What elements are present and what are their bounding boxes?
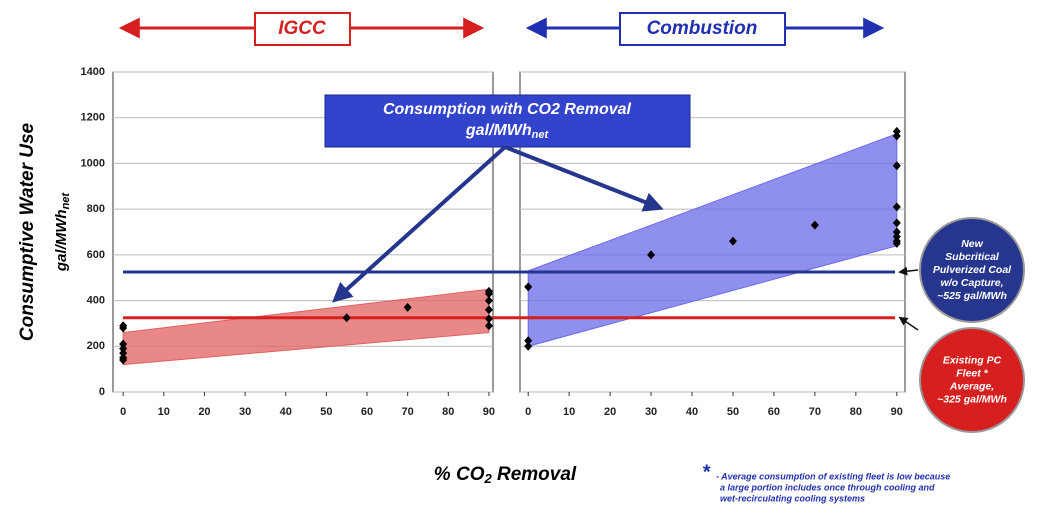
y-label: Consumptive Water Use <box>17 122 38 341</box>
data-point <box>484 289 493 299</box>
y-tick-label: 1000 <box>81 157 105 169</box>
data-point <box>728 236 737 246</box>
y-unit-sub: net <box>60 192 72 210</box>
callout-arrow <box>504 145 664 212</box>
data-point <box>892 202 901 212</box>
callout-line1: Consumption with CO2 Removal <box>383 101 632 118</box>
footnote-star: * <box>702 461 711 483</box>
x-tick-label: 30 <box>239 406 251 418</box>
reference-badge <box>919 217 1025 323</box>
y-unit-main: gal/MWh <box>53 209 70 272</box>
x-tick-label: 40 <box>280 406 292 418</box>
x-label-sub: 2 <box>483 471 492 486</box>
data-point <box>892 227 901 237</box>
x-tick-label: 70 <box>402 406 414 418</box>
y-tick-label: 400 <box>87 294 105 306</box>
panel-header <box>118 12 485 46</box>
callout-box <box>324 94 691 148</box>
footnote: * - Average consumption of existing flee… <box>702 461 950 503</box>
data-point <box>892 126 901 136</box>
callout: Consumption with CO2 Removal gal/MWhnet <box>324 94 691 303</box>
data-point <box>892 218 901 228</box>
y-tick-label: 600 <box>87 249 105 261</box>
data-point <box>484 314 493 324</box>
x-tick-label: 20 <box>604 406 616 418</box>
x-tick-label: 80 <box>850 406 862 418</box>
panel-title: Combustion <box>647 18 758 39</box>
callout-line2: gal/MWhnet <box>465 122 550 141</box>
data-point <box>892 131 901 141</box>
x-tick-label: 30 <box>645 406 657 418</box>
panel-title: IGCC <box>278 18 326 39</box>
reference-label: New <box>961 238 983 250</box>
data-point <box>342 313 351 323</box>
data-point <box>892 232 901 242</box>
data-point <box>119 323 128 333</box>
data-point <box>119 344 128 354</box>
header-box <box>254 12 351 46</box>
reference-label: ~325 gal/MWh <box>937 393 1007 405</box>
data-point <box>892 161 901 171</box>
x-tick-label: 60 <box>361 406 373 418</box>
data-point <box>810 220 819 230</box>
y-tick-label: 200 <box>87 340 105 352</box>
x-tick-label: 10 <box>563 406 575 418</box>
data-point <box>484 321 493 331</box>
x-tick-label: 50 <box>727 406 739 418</box>
x-label: % CO2 Removal <box>434 464 577 486</box>
x-tick-label: 0 <box>120 406 126 418</box>
data-point <box>647 250 656 260</box>
reference-badge <box>919 327 1025 433</box>
x-tick-label: 20 <box>198 406 210 418</box>
reference-label: w/o Capture, <box>940 277 1003 289</box>
x-tick-label: 10 <box>158 406 170 418</box>
callout-unit: gal/MWh <box>465 122 532 139</box>
footnote-line: a large portion includes once through co… <box>720 482 935 492</box>
callout-sub: net <box>532 129 550 141</box>
reference-label: Fleet * <box>956 367 988 379</box>
reference-pointer <box>898 316 919 331</box>
x-tick-label: 60 <box>768 406 780 418</box>
data-point <box>484 296 493 306</box>
data-point <box>119 355 128 365</box>
header-box <box>619 12 786 46</box>
x-label-a: % CO <box>434 464 485 485</box>
data-point <box>524 336 533 346</box>
reference-label: Existing PC <box>943 354 1002 366</box>
data-point <box>524 341 533 351</box>
x-tick-label: 40 <box>686 406 698 418</box>
x-tick-label: 80 <box>442 406 454 418</box>
reference-label: Average, <box>949 380 994 392</box>
data-point <box>119 348 128 358</box>
x-tick-label: 50 <box>320 406 332 418</box>
footnote-line: - Average consumption of existing fleet … <box>716 471 950 481</box>
data-point <box>119 339 128 349</box>
x-label-b: Removal <box>492 464 577 485</box>
data-point <box>403 302 412 312</box>
callout-arrow <box>332 145 507 303</box>
reference-label: ~525 gal/MWh <box>937 290 1007 302</box>
footnote-line: wet-recirculating cooling systems <box>720 493 865 503</box>
data-point <box>524 282 533 292</box>
data-point <box>484 305 493 315</box>
y-tick-label: 800 <box>87 203 105 215</box>
y-tick-label: 1200 <box>81 112 105 124</box>
x-tick-label: 90 <box>483 406 495 418</box>
x-tick-label: 70 <box>809 406 821 418</box>
reference-pointer <box>898 266 919 276</box>
y-unit: gal/MWhnet <box>53 192 72 272</box>
x-tick-label: 0 <box>525 406 531 418</box>
x-tick-label: 90 <box>891 406 903 418</box>
y-tick-label: 0 <box>99 386 105 398</box>
reference-label: Pulverized Coal <box>933 264 1012 276</box>
panel-header <box>525 12 885 46</box>
y-tick-label: 1400 <box>81 66 105 78</box>
data-point <box>892 238 901 248</box>
reference-label: Subcritical <box>945 251 1000 263</box>
